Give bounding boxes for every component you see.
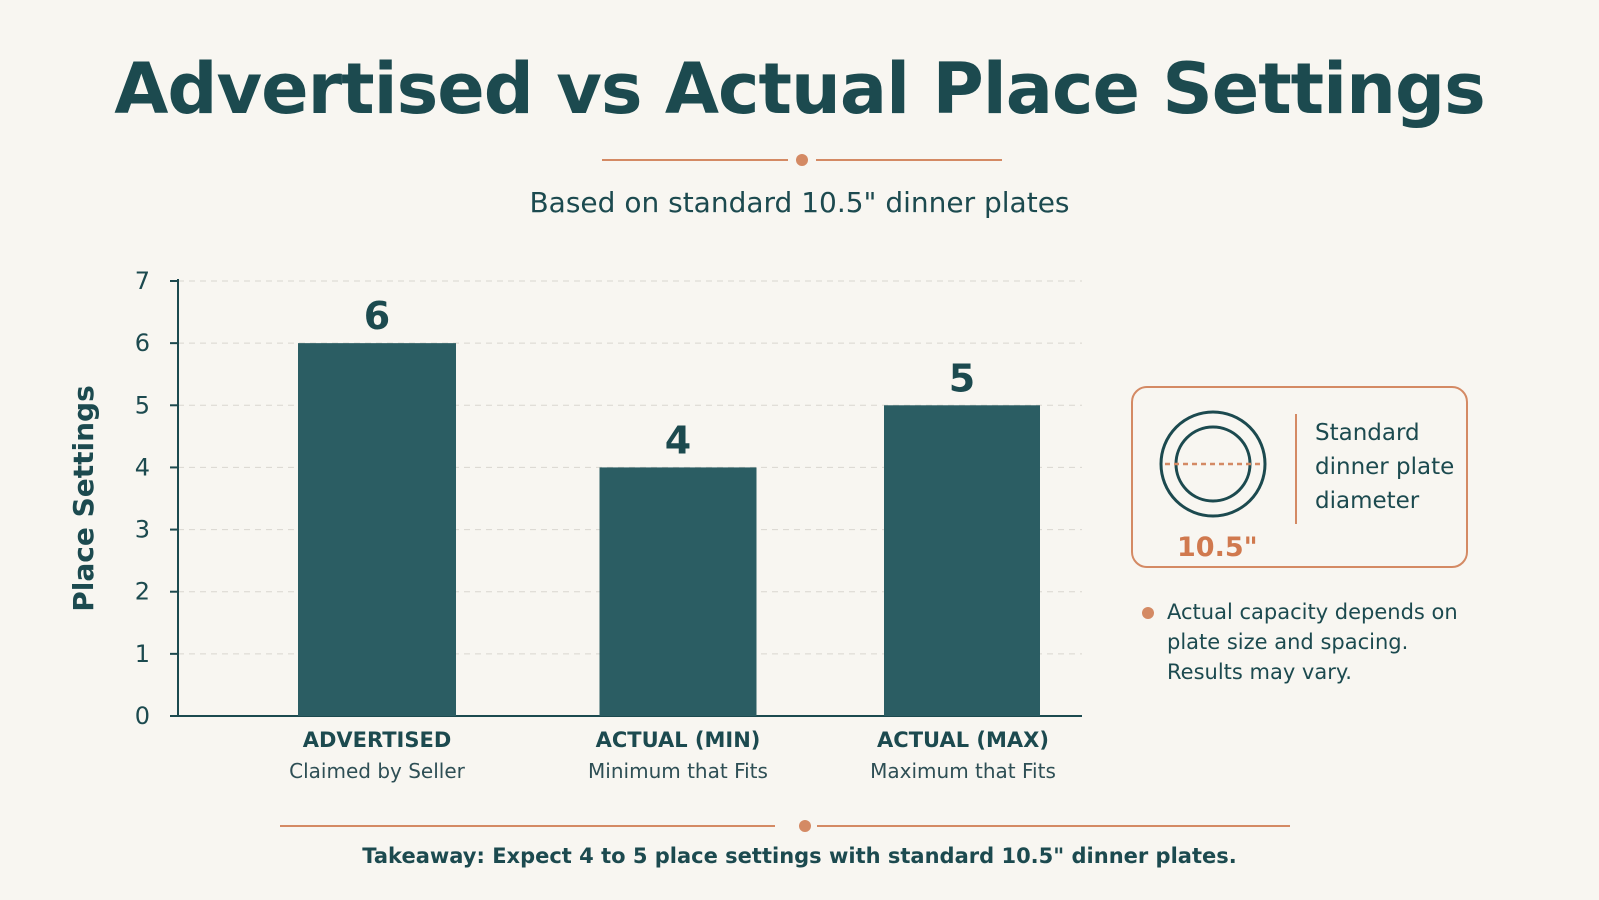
takeaway-text: Takeaway: Expect 4 to 5 place settings w…: [362, 844, 1237, 868]
category-sublabel-advertised: Claimed by Seller: [289, 759, 465, 783]
bar: [599, 467, 757, 716]
y-tick-label: 7: [135, 267, 150, 295]
y-tick-label: 4: [135, 453, 150, 481]
category-label-actual-min: ACTUAL (MIN): [595, 728, 761, 752]
bar: [884, 405, 1040, 716]
title-divider: [602, 153, 1002, 167]
plate-size-label: 10.5": [1177, 532, 1258, 563]
category-sublabel-actual-min: Minimum that Fits: [588, 759, 768, 783]
y-tick-label: 3: [135, 516, 150, 544]
note-bullet-icon: [1142, 607, 1154, 619]
chart-title: Advertised vs Actual Place Settings: [114, 48, 1486, 130]
bar-chart: 0 1 2 3 4 5 6 7 Place Settings 6 4 5: [67, 267, 1082, 730]
bar: [298, 343, 456, 716]
category-label-advertised: ADVERTISED: [302, 728, 452, 752]
dinner-plate-icon: [1159, 410, 1267, 518]
data-label: 6: [364, 294, 390, 338]
plate-size-legend: 10.5" Standard dinner plate diameter: [1131, 386, 1468, 568]
y-tick-label: 1: [135, 640, 150, 668]
y-tick-label: 6: [135, 329, 150, 357]
divider-dot-icon: [796, 154, 808, 166]
y-tick-label: 0: [135, 702, 150, 730]
capacity-note: Actual capacity depends on plate size an…: [1167, 600, 1458, 684]
legend-description: Standard dinner plate diameter: [1315, 420, 1455, 514]
y-tick-label: 5: [135, 391, 150, 419]
legend-divider: [1295, 414, 1297, 524]
footer-divider-dot-icon: [799, 820, 811, 832]
y-tick-label: 2: [135, 578, 150, 606]
data-label: 5: [949, 356, 975, 400]
y-axis-title: Place Settings: [67, 385, 100, 612]
category-label-actual-max: ACTUAL (MAX): [877, 728, 1049, 752]
data-label: 4: [665, 418, 691, 462]
footer-divider: [280, 819, 1290, 833]
chart-subtitle: Based on standard 10.5" dinner plates: [529, 186, 1070, 219]
category-sublabel-actual-max: Maximum that Fits: [870, 759, 1056, 783]
